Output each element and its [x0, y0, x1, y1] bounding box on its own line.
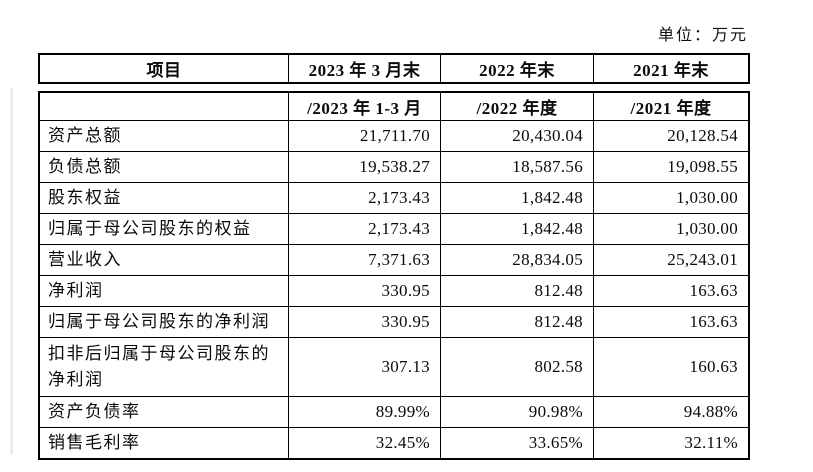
row-value: 307.13	[288, 338, 440, 396]
table-row-operating-revenue: 营业收入 7,371.63 28,834.05 25,243.01	[40, 244, 748, 275]
table-row-net-profit-deducted: 扣非后归属于母公司股东的净利润 307.13 802.58 160.63	[40, 337, 748, 396]
row-value: 7,371.63	[288, 245, 440, 275]
row-value: 89.99%	[288, 397, 440, 427]
row-value: 19,098.55	[593, 152, 748, 182]
row-value: 33.65%	[440, 428, 593, 458]
row-value: 32.11%	[593, 428, 748, 458]
row-value: 1,030.00	[593, 183, 748, 213]
table-row-net-profit: 净利润 330.95 812.48 163.63	[40, 275, 748, 306]
header-cell-2023: 2023 年 3 月末	[288, 55, 440, 82]
row-value: 2,173.43	[288, 214, 440, 244]
row-value: 18,587.56	[440, 152, 593, 182]
row-label: 归属于母公司股东的净利润	[48, 312, 270, 331]
row-value: 1,842.48	[440, 183, 593, 213]
header-cell-2021: 2021 年末	[593, 55, 748, 82]
subheader-cell-blank	[40, 93, 288, 120]
row-label: 资产总额	[48, 126, 122, 145]
row-label: 负债总额	[48, 157, 122, 176]
table-row-total-liabilities: 负债总额 19,538.27 18,587.56 19,098.55	[40, 151, 748, 182]
row-value: 20,430.04	[440, 121, 593, 151]
row-value: 1,030.00	[593, 214, 748, 244]
row-label: 扣非后归属于母公司股东的净利润	[48, 344, 270, 389]
row-value: 21,711.70	[288, 121, 440, 151]
header-cell-2022: 2022 年末	[440, 55, 593, 82]
row-value: 20,128.54	[593, 121, 748, 151]
table-row-total-assets: 资产总额 21,711.70 20,430.04 20,128.54	[40, 120, 748, 151]
row-label: 资产负债率	[48, 402, 141, 421]
table-row-equity-parent: 归属于母公司股东的权益 2,173.43 1,842.48 1,030.00	[40, 213, 748, 244]
header-cell-item: 项目	[146, 61, 182, 80]
table-row-net-profit-parent: 归属于母公司股东的净利润 330.95 812.48 163.63	[40, 306, 748, 337]
row-value: 163.63	[593, 307, 748, 337]
table-header-row: 项目 2023 年 3 月末 2022 年末 2021 年末	[38, 53, 750, 84]
row-label: 股东权益	[48, 188, 122, 207]
table-body: /2023 年 1-3 月 /2022 年度 /2021 年度 资产总额 21,…	[38, 91, 750, 460]
row-value: 94.88%	[593, 397, 748, 427]
table-row-shareholders-equity: 股东权益 2,173.43 1,842.48 1,030.00	[40, 182, 748, 213]
row-value: 90.98%	[440, 397, 593, 427]
row-value: 163.63	[593, 276, 748, 306]
row-value: 28,834.05	[440, 245, 593, 275]
row-label: 营业收入	[48, 250, 122, 269]
row-value: 330.95	[288, 307, 440, 337]
row-label: 净利润	[48, 281, 104, 300]
subheader-cell-2023-period: /2023 年 1-3 月	[288, 93, 440, 120]
unit-label: 单位：万元	[657, 27, 748, 44]
table-subheader-row: /2023 年 1-3 月 /2022 年度 /2021 年度	[40, 93, 748, 120]
row-value: 1,842.48	[440, 214, 593, 244]
row-value: 2,173.43	[288, 183, 440, 213]
row-value: 160.63	[593, 338, 748, 396]
row-value: 32.45%	[288, 428, 440, 458]
subheader-cell-2021-period: /2021 年度	[593, 93, 748, 120]
subheader-cell-2022-period: /2022 年度	[440, 93, 593, 120]
row-value: 812.48	[440, 276, 593, 306]
financial-summary-table: 项目 2023 年 3 月末 2022 年末 2021 年末 /2023 年 1…	[38, 53, 750, 460]
table-row-debt-ratio: 资产负债率 89.99% 90.98% 94.88%	[40, 396, 748, 427]
row-value: 812.48	[440, 307, 593, 337]
table-row-gross-margin: 销售毛利率 32.45% 33.65% 32.11%	[40, 427, 748, 458]
page-margin-line	[10, 88, 13, 454]
row-label: 归属于母公司股东的权益	[48, 219, 252, 238]
row-value: 802.58	[440, 338, 593, 396]
row-label: 销售毛利率	[48, 433, 141, 452]
row-value: 330.95	[288, 276, 440, 306]
row-value: 25,243.01	[593, 245, 748, 275]
row-value: 19,538.27	[288, 152, 440, 182]
